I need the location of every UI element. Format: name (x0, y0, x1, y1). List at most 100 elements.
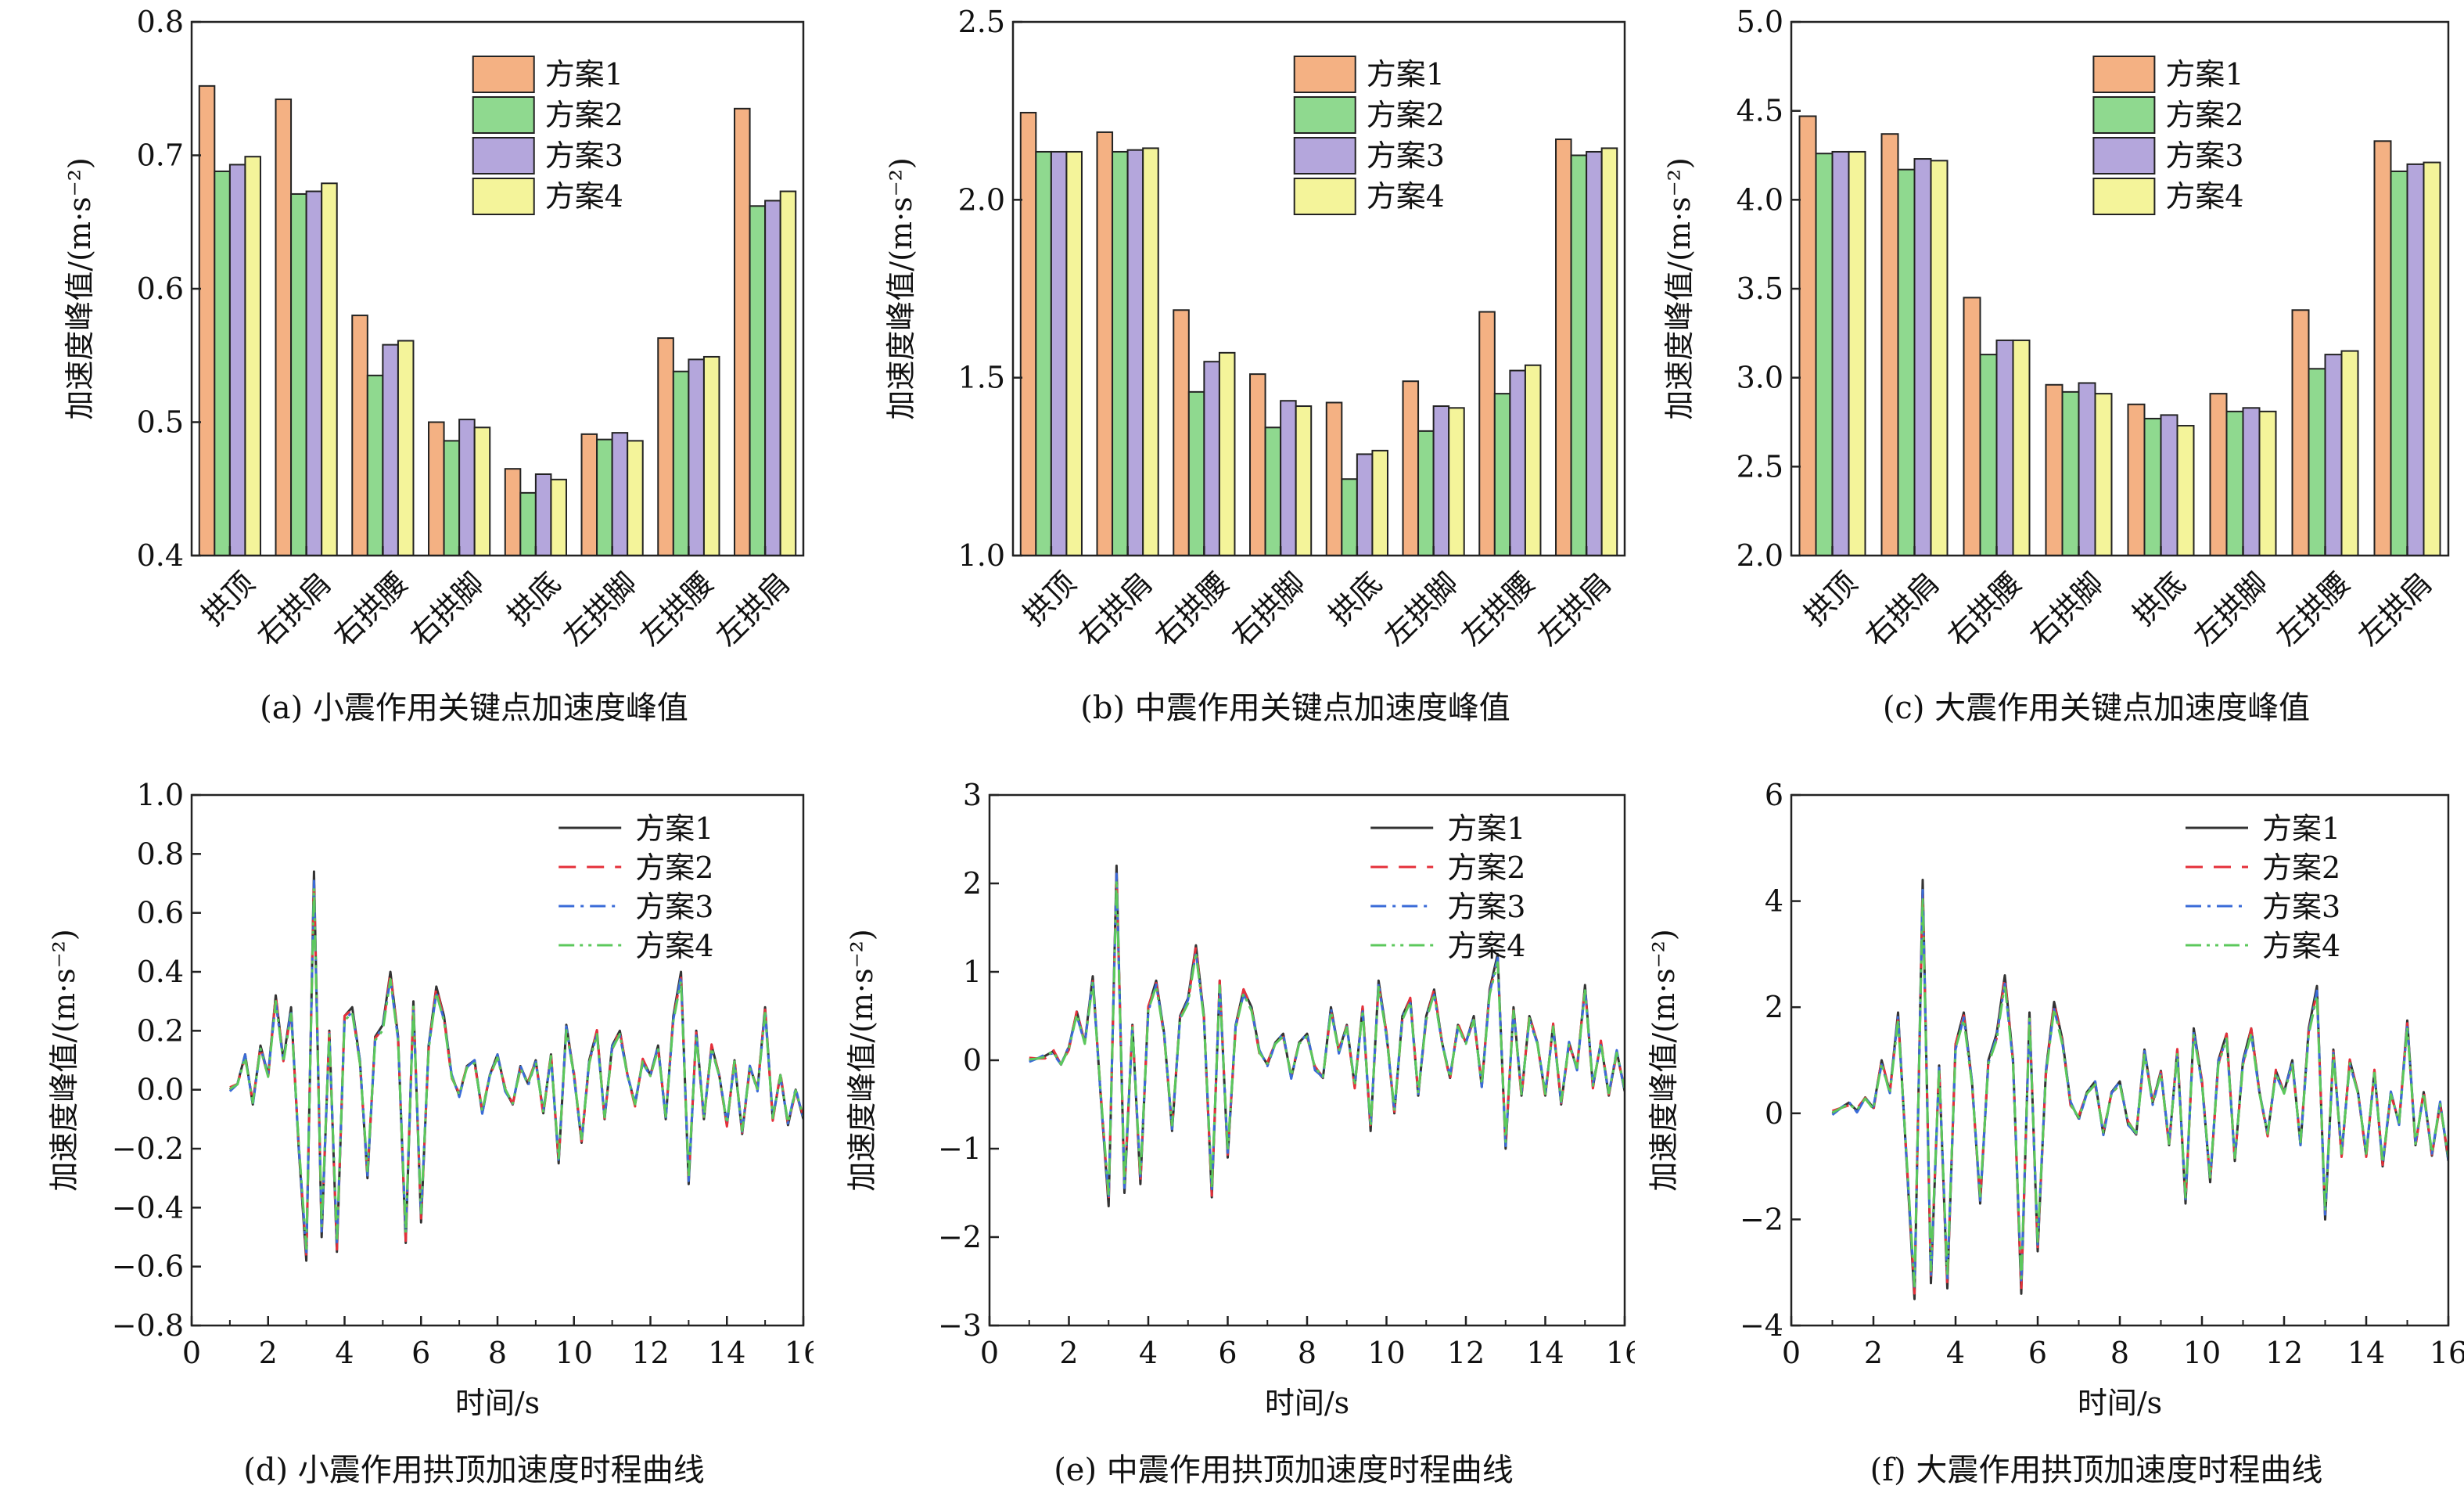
bar-4-5 (2176, 425, 2195, 557)
bar-3-6 (1432, 405, 1450, 556)
bar-3-1 (1050, 150, 1068, 557)
x-tick-label: 12 (2265, 1336, 2303, 1370)
category-label: 右拱腰 (1941, 566, 2028, 653)
bar-2-5 (519, 491, 537, 556)
chart-panel-b: 1.0 1.5 2.0 2.5 拱顶 右拱肩 右拱腰 右拱脚 拱底 左拱脚 左拱腰 左拱肩 加速度峰值/… (821, 0, 1635, 743)
y-tick-label: 1.0 (137, 778, 184, 812)
chart-f-svg: −4 −2 0 2 4 6 0 2 4 6 8 10 12 14 16 时间/s 加速度峰值/(m·s⁻²) 方案… (1647, 778, 2464, 1488)
bar-3-4 (458, 419, 476, 557)
bar-4-6 (627, 440, 644, 556)
y-tick-label: 5.0 (1737, 5, 1783, 39)
legend-label-1: 方案1 (545, 57, 623, 92)
y-tick-label: −2 (1740, 1202, 1783, 1236)
chart-panel-a: 0.4 0.5 0.6 0.7 0.8 拱顶 右拱肩 右拱腰 右拱脚 拱底 左拱脚 左拱腰 左拱肩 加速度… (0, 0, 814, 743)
y-tick-label: −0.4 (112, 1190, 184, 1225)
legend-label-4: 方案4 (635, 929, 713, 963)
bar-3-8 (1586, 150, 1603, 557)
y-tick-label: 0.6 (137, 272, 184, 306)
bar-2-2 (1112, 150, 1129, 557)
y-tick-label: −4 (1740, 1308, 1783, 1343)
x-tick-label: 2 (1864, 1336, 1883, 1370)
x-tick-label: 4 (1139, 1336, 1158, 1370)
bar-1-2 (275, 98, 293, 556)
bar-3-5 (534, 473, 552, 556)
y-axis-label: 加速度峰值/(m·s⁻²) (63, 157, 97, 419)
bar-3-7 (2324, 354, 2343, 556)
bar-3-5 (1356, 453, 1374, 556)
bar-2-2 (1897, 168, 1916, 556)
bar-2-3 (366, 374, 384, 557)
y-tick-label: 0.7 (137, 138, 184, 173)
bar-2-6 (2225, 410, 2244, 556)
y-tick-label: −0.2 (112, 1131, 184, 1166)
bar-1-1 (198, 85, 216, 556)
plot-frame (1011, 20, 1626, 557)
bar-4-5 (1371, 449, 1388, 557)
category-label: 右拱肩 (250, 566, 338, 653)
y-tick-label: 0.0 (137, 1073, 184, 1107)
bar-1-8 (2373, 140, 2392, 556)
bar-4-8 (1600, 147, 1618, 556)
bar-3-7 (1509, 369, 1526, 556)
bar-4-4 (473, 426, 491, 556)
bar-1-4 (428, 421, 445, 556)
bar-2-5 (2143, 417, 2162, 556)
bar-3-6 (2242, 407, 2261, 557)
y-tick-label: 2.5 (1737, 449, 1783, 484)
chart-d-svg: −0.8 −0.6 −0.4 −0.2 0.0 0.2 0.4 0.6 0.8 1.0 0 2 4 6 8 1… (47, 778, 814, 1488)
bar-4-7 (1524, 364, 1542, 556)
x-tick-label: 6 (1218, 1336, 1237, 1370)
bar-3-5 (2160, 414, 2178, 557)
y-axis-label: 加速度峰值/(m·s⁻²) (1647, 929, 1681, 1191)
legend-swatch-3 (472, 137, 535, 174)
bar-1-8 (1555, 138, 1572, 557)
x-tick-label: 16 (785, 1336, 814, 1370)
bar-3-1 (228, 164, 246, 556)
y-tick-label: 2 (1765, 990, 1783, 1024)
bar-4-1 (1848, 150, 1866, 557)
bar-2-7 (672, 370, 690, 556)
y-tick-label: 2.0 (1737, 538, 1783, 573)
x-tick-label: 12 (631, 1336, 669, 1370)
bar-1-3 (1173, 309, 1190, 556)
y-axis-label: 加速度峰值/(m·s⁻²) (47, 929, 81, 1191)
y-tick-label: 2.5 (958, 5, 1005, 39)
bar-1-6 (2209, 393, 2228, 557)
chart-caption: (d) 小震作用拱顶加速度时程曲线 (243, 1452, 705, 1488)
chart-panel-d: −0.8 −0.6 −0.4 −0.2 0.0 0.2 0.4 0.6 0.8 1.0 0 2 4 6 8 1… (0, 751, 814, 1500)
bar-4-1 (244, 156, 261, 557)
bar-3-7 (688, 358, 705, 556)
legend-swatch-4 (472, 178, 535, 215)
legend-label-3: 方案3 (545, 138, 623, 173)
legend-swatch-2 (472, 96, 535, 134)
x-tick-label: 12 (1447, 1336, 1485, 1370)
y-tick-label: −0.6 (112, 1250, 184, 1284)
bar-4-1 (1065, 150, 1083, 557)
legend-label-2: 方案2 (1447, 851, 1525, 885)
x-axis-label: 时间/s (455, 1386, 540, 1420)
legend-label-4: 方案4 (2165, 179, 2243, 214)
legend-label-4: 方案4 (2262, 929, 2340, 963)
bar-2-4 (2061, 390, 2080, 556)
bar-1-5 (504, 468, 522, 556)
x-tick-label: 14 (708, 1336, 745, 1370)
legend-label-2: 方案2 (2165, 98, 2243, 132)
x-tick-label: 10 (555, 1336, 593, 1370)
category-label: 右拱脚 (404, 566, 491, 653)
legend-swatch-2 (2092, 96, 2156, 134)
y-tick-label: 2.0 (958, 182, 1005, 217)
y-tick-label: 0.8 (137, 836, 184, 871)
bar-1-2 (1880, 133, 1899, 557)
chart-caption: (a) 小震作用关键点加速度峰值 (260, 690, 688, 726)
y-tick-label: 4.5 (1737, 94, 1783, 128)
y-tick-label: 0 (1765, 1096, 1783, 1131)
x-tick-label: 0 (182, 1336, 201, 1370)
bar-1-1 (1798, 115, 1817, 556)
category-label: 左拱腰 (1454, 566, 1542, 653)
bar-2-8 (749, 205, 767, 556)
category-label: 右拱肩 (1859, 566, 1946, 653)
category-label: 拱底 (1322, 566, 1388, 632)
x-tick-label: 4 (1946, 1336, 1965, 1370)
